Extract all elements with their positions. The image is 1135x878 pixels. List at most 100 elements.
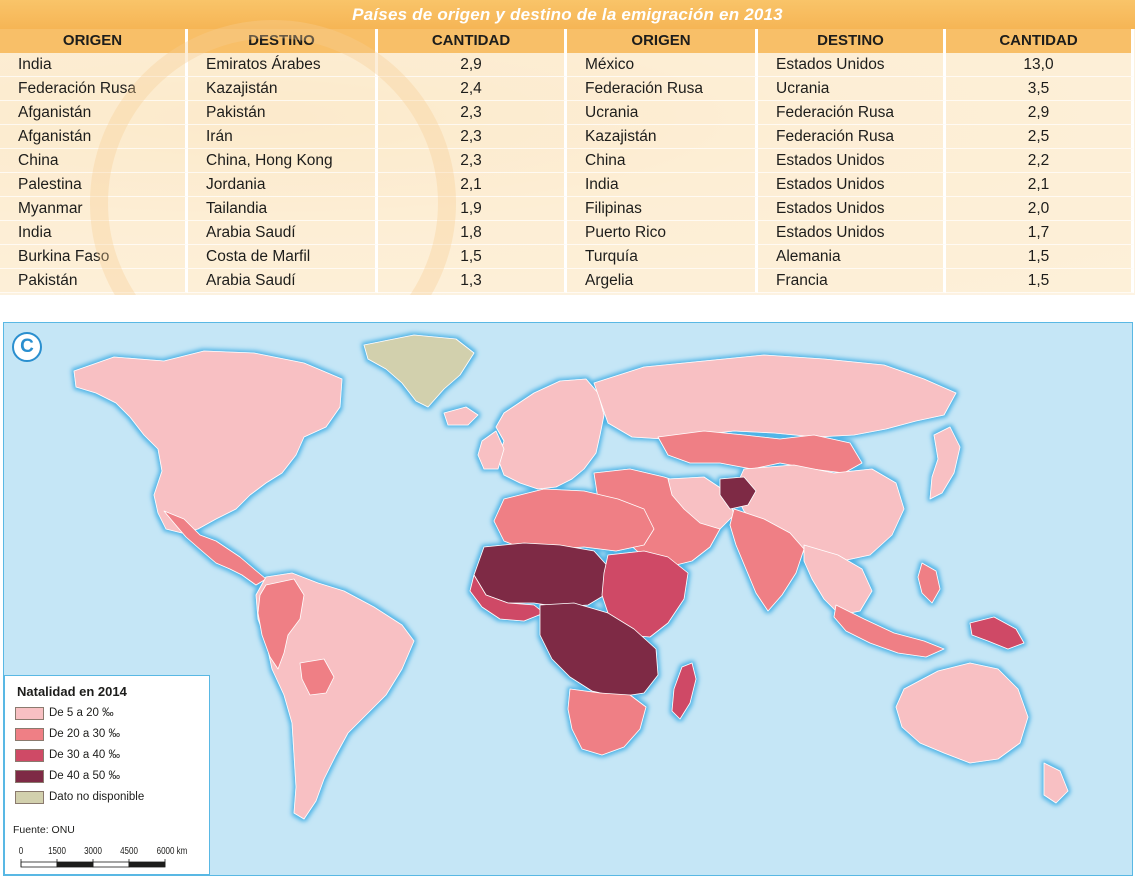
cell-cantidad: 1,5 bbox=[946, 245, 1134, 269]
table-left-half: ORIGEN DESTINO CANTIDAD India Emiratos Ár… bbox=[0, 29, 567, 293]
cell-cantidad: 13,0 bbox=[946, 53, 1134, 77]
iran bbox=[667, 476, 735, 530]
map-label-badge: C bbox=[12, 332, 42, 362]
iceland bbox=[443, 406, 479, 426]
cell-origen: China bbox=[567, 149, 758, 173]
cell-origen: China bbox=[0, 149, 188, 173]
table-row: Myanmar Tailandia 1,9 bbox=[0, 197, 567, 221]
cell-origen: Burkina Faso bbox=[0, 245, 188, 269]
cell-origen: Filipinas bbox=[567, 197, 758, 221]
table-row: Argelia Francia 1,5 bbox=[567, 269, 1134, 293]
legend-swatch bbox=[15, 728, 44, 741]
british-isles bbox=[477, 430, 505, 470]
cell-destino: Jordania bbox=[188, 173, 378, 197]
cell-origen: Palestina bbox=[0, 173, 188, 197]
cell-origen: Turquía bbox=[567, 245, 758, 269]
header-origen: ORIGEN bbox=[0, 29, 188, 53]
legend-label: De 40 a 50 ‰ bbox=[49, 770, 120, 782]
cell-cantidad: 2,9 bbox=[946, 101, 1134, 125]
table-row: India Estados Unidos 2,1 bbox=[567, 173, 1134, 197]
andes-countries bbox=[257, 578, 305, 670]
cell-origen: India bbox=[567, 173, 758, 197]
table-header-row: ORIGEN DESTINO CANTIDAD bbox=[567, 29, 1134, 53]
table-row: Pakistán Arabia Saudí 1,3 bbox=[0, 269, 567, 293]
cell-origen: Argelia bbox=[567, 269, 758, 293]
table-row: India Arabia Saudí 1,8 bbox=[0, 221, 567, 245]
cell-destino: China, Hong Kong bbox=[188, 149, 378, 173]
cell-origen: Pakistán bbox=[0, 269, 188, 293]
legend-title: Natalidad en 2014 bbox=[17, 684, 127, 699]
central-africa bbox=[539, 602, 659, 698]
birth-rate-map: C Natalidad en 2014 De 5 a 20 ‰ De 20 a 3… bbox=[3, 322, 1133, 876]
emigration-table: Países de origen y destino de la emigrac… bbox=[0, 0, 1135, 295]
table-row: Puerto Rico Estados Unidos 1,7 bbox=[567, 221, 1134, 245]
cell-destino: Estados Unidos bbox=[758, 149, 946, 173]
southern-africa bbox=[567, 688, 647, 756]
sahel-west-africa bbox=[473, 542, 613, 608]
legend-swatch bbox=[15, 791, 44, 804]
cell-destino: Kazajistán bbox=[188, 77, 378, 101]
legend-swatch bbox=[15, 770, 44, 783]
legend-label: De 5 a 20 ‰ bbox=[49, 707, 114, 719]
cell-cantidad: 2,1 bbox=[378, 173, 567, 197]
cell-destino: Tailandia bbox=[188, 197, 378, 221]
table-row: México Estados Unidos 13,0 bbox=[567, 53, 1134, 77]
cell-destino: Costa de Marfil bbox=[188, 245, 378, 269]
legend-label: De 20 a 30 ‰ bbox=[49, 728, 120, 740]
legend-label: Dato no disponible bbox=[49, 791, 145, 803]
table-row: China China, Hong Kong 2,3 bbox=[0, 149, 567, 173]
philippines bbox=[917, 562, 941, 604]
table-row: China Estados Unidos 2,2 bbox=[567, 149, 1134, 173]
papua-new-guinea bbox=[969, 616, 1025, 650]
cell-destino: Estados Unidos bbox=[758, 197, 946, 221]
legend-label: De 30 a 40 ‰ bbox=[49, 749, 120, 761]
cell-cantidad: 2,3 bbox=[378, 125, 567, 149]
south-america bbox=[255, 572, 415, 820]
afghanistan bbox=[719, 476, 757, 510]
cell-origen: Kazajistán bbox=[567, 125, 758, 149]
cell-destino: Federación Rusa bbox=[758, 101, 946, 125]
cell-origen: Federación Rusa bbox=[567, 77, 758, 101]
madagascar bbox=[671, 662, 697, 720]
table-row: India Emiratos Árabes 2,9 bbox=[0, 53, 567, 77]
table-row: Afganistán Irán 2,3 bbox=[0, 125, 567, 149]
cell-cantidad: 2,4 bbox=[378, 77, 567, 101]
cell-destino: Francia bbox=[758, 269, 946, 293]
cell-origen: Ucrania bbox=[567, 101, 758, 125]
cell-destino: Arabia Saudí bbox=[188, 221, 378, 245]
cell-destino: Estados Unidos bbox=[758, 53, 946, 77]
table-row: Ucrania Federación Rusa 2,9 bbox=[567, 101, 1134, 125]
header-origen: ORIGEN bbox=[567, 29, 758, 53]
cell-cantidad: 2,5 bbox=[946, 125, 1134, 149]
cell-cantidad: 2,9 bbox=[378, 53, 567, 77]
cell-cantidad: 2,3 bbox=[378, 101, 567, 125]
west-africa-coast bbox=[469, 574, 545, 622]
cell-origen: Myanmar bbox=[0, 197, 188, 221]
cell-cantidad: 2,3 bbox=[378, 149, 567, 173]
scale-tick-6000: 6000 km bbox=[156, 846, 188, 857]
cell-destino: Emiratos Árabes bbox=[188, 53, 378, 77]
cell-destino: Estados Unidos bbox=[758, 221, 946, 245]
table-right-half: ORIGEN DESTINO CANTIDAD México Estados Un… bbox=[567, 29, 1134, 293]
legend-swatch bbox=[15, 707, 44, 720]
table-row: Federación Rusa Kazajistán 2,4 bbox=[0, 77, 567, 101]
scale-tick-4500: 4500 bbox=[120, 846, 138, 857]
table-row: Palestina Jordania 2,1 bbox=[0, 173, 567, 197]
cell-origen: Afganistán bbox=[0, 101, 188, 125]
header-cantidad: CANTIDAD bbox=[946, 29, 1134, 53]
cell-cantidad: 1,5 bbox=[946, 269, 1134, 293]
cell-destino: Estados Unidos bbox=[758, 173, 946, 197]
north-africa bbox=[493, 488, 655, 552]
table-row: Burkina Faso Costa de Marfil 1,5 bbox=[0, 245, 567, 269]
cell-origen: Afganistán bbox=[0, 125, 188, 149]
cell-origen: India bbox=[0, 53, 188, 77]
cell-origen: India bbox=[0, 221, 188, 245]
cell-origen: Federación Rusa bbox=[0, 77, 188, 101]
cell-cantidad: 1,7 bbox=[946, 221, 1134, 245]
cell-origen: Puerto Rico bbox=[567, 221, 758, 245]
scale-tick-1500: 1500 bbox=[48, 846, 66, 857]
scale-bar: 0 1500 3000 4500 6000 km bbox=[15, 840, 201, 872]
landmasses bbox=[73, 334, 1069, 820]
table-row: Afganistán Pakistán 2,3 bbox=[0, 101, 567, 125]
legend-swatch bbox=[15, 749, 44, 762]
